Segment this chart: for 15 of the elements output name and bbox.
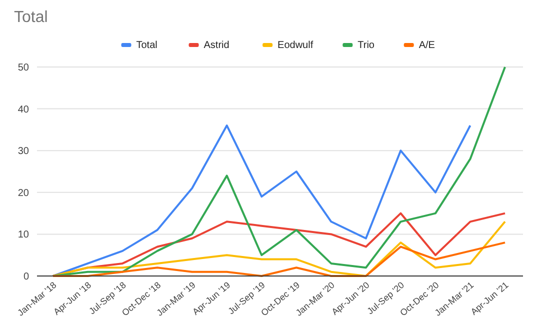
legend-label: A/E <box>418 40 436 51</box>
legend-label: Astrid <box>204 40 230 51</box>
legend-label: Trio <box>358 40 375 51</box>
y-tick-label: 30 <box>18 146 30 158</box>
legend-label: Total <box>136 40 158 51</box>
y-tick-label: 10 <box>18 230 30 241</box>
legend-label: Eodwulf <box>278 40 314 51</box>
line-series <box>52 124 472 277</box>
line-series <box>52 66 506 277</box>
line-series <box>52 242 506 277</box>
chart-title: Total <box>14 9 48 26</box>
y-tick-label: 0 <box>23 272 30 282</box>
y-tick-label: 40 <box>18 104 30 116</box>
y-tick-label: 20 <box>18 188 30 199</box>
y-tick-label: 50 <box>18 62 30 74</box>
